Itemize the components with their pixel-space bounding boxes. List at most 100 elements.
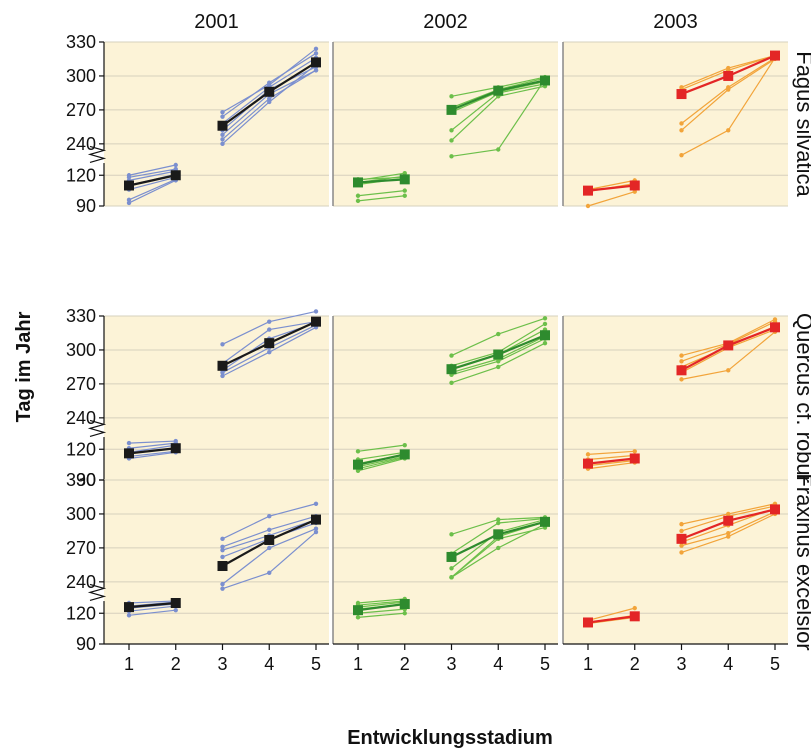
tree-series-line — [357, 612, 405, 618]
tree-point — [496, 545, 501, 551]
mean-point — [311, 316, 321, 327]
tree-point — [267, 514, 272, 519]
tree-point — [267, 327, 272, 332]
tree-point — [449, 154, 454, 159]
y-tick-label: 300 — [66, 504, 96, 524]
mean-point — [540, 516, 550, 527]
panel-background — [333, 480, 558, 644]
x-tick-label: 5 — [540, 654, 550, 674]
tree-point — [126, 613, 132, 618]
tree-point — [220, 536, 225, 542]
mean-point — [170, 170, 181, 181]
tree-point — [173, 607, 178, 613]
tree-point — [355, 193, 361, 198]
mean-point — [311, 57, 321, 68]
mean-point — [493, 85, 504, 96]
tree-point — [220, 581, 225, 587]
tree-point — [126, 197, 132, 203]
y-tick-label: 240 — [66, 408, 96, 428]
mean-series-line — [357, 178, 405, 184]
panel-fagus-2003 — [562, 41, 788, 209]
tree-series-line — [587, 461, 635, 470]
y-tick-label: 270 — [66, 538, 96, 558]
y-tick-label: 330 — [66, 32, 96, 52]
mean-point — [770, 322, 780, 333]
panel-quercus-2003 — [562, 315, 788, 481]
tree-point — [679, 528, 684, 534]
tree-point — [449, 566, 454, 571]
tree-point — [220, 547, 225, 553]
tree-series-line — [587, 450, 635, 455]
mean-point — [629, 611, 640, 622]
tree-point — [496, 364, 501, 370]
tree-point — [449, 138, 454, 143]
mean-point — [446, 364, 457, 375]
mean-point — [540, 75, 550, 86]
mean-series-line — [357, 602, 405, 612]
tree-point — [449, 94, 454, 99]
panel-fraxinus-2003 — [562, 479, 788, 650]
tree-series-line — [128, 444, 176, 453]
tree-point — [679, 521, 684, 527]
tree-series-line — [587, 179, 635, 191]
mean-point — [583, 617, 593, 628]
mean-point — [723, 515, 734, 526]
tree-point — [726, 128, 731, 133]
mean-point — [399, 599, 410, 610]
mean-point — [629, 453, 640, 464]
y-tick-label: 330 — [66, 306, 96, 326]
tree-point — [726, 368, 731, 373]
mean-point — [170, 443, 181, 454]
tree-point — [726, 87, 731, 92]
tree-series-line — [357, 195, 405, 202]
mean-series-line — [128, 447, 176, 455]
tree-point — [679, 121, 684, 126]
tree-point — [220, 342, 225, 347]
tree-point — [355, 468, 361, 473]
tree-series-line — [357, 601, 405, 608]
tree-point — [402, 188, 407, 193]
tree-point — [267, 350, 272, 355]
tree-point — [585, 203, 591, 209]
tree-series-line — [128, 440, 176, 444]
axis-break-zigzag — [87, 419, 107, 437]
tree-point — [679, 152, 684, 158]
axis-break-zigzag — [87, 145, 107, 163]
y-axis-title: Tag im Jahr — [13, 311, 35, 422]
y-tick-label: 330 — [66, 470, 96, 490]
mean-point — [770, 50, 780, 61]
axis-break-zigzag — [87, 583, 107, 601]
mean-point — [446, 104, 457, 115]
mean-point — [124, 448, 134, 459]
tree-point — [585, 452, 591, 457]
mean-point — [583, 458, 593, 469]
column-title-2003: 2003 — [653, 11, 698, 33]
panel-background — [563, 316, 788, 480]
mean-point — [493, 529, 504, 540]
mean-point — [540, 330, 550, 341]
mean-point — [124, 180, 134, 191]
tree-point — [679, 128, 684, 133]
mean-series-line — [587, 457, 635, 465]
tree-point — [355, 615, 361, 620]
tree-series-line — [357, 176, 405, 180]
x-tick-label: 5 — [770, 654, 780, 674]
tree-series-line — [357, 456, 405, 470]
tree-series-line — [587, 191, 635, 207]
tree-point — [449, 575, 454, 580]
panel-background — [104, 480, 329, 644]
tree-point — [126, 440, 132, 446]
x-tick-label: 2 — [630, 654, 640, 674]
tree-point — [402, 171, 407, 176]
tree-series-line — [128, 176, 176, 191]
mean-point — [723, 340, 734, 351]
chart-labels: 9012024027030033090120240270300330901202… — [66, 11, 811, 674]
tree-point — [632, 449, 637, 454]
mean-point — [217, 120, 228, 131]
tree-point — [679, 353, 684, 358]
mean-point — [629, 180, 640, 191]
tree-series-line — [587, 459, 635, 467]
tree-point — [449, 353, 454, 358]
mean-point — [353, 459, 363, 470]
y-tick-label: 90 — [76, 196, 96, 216]
